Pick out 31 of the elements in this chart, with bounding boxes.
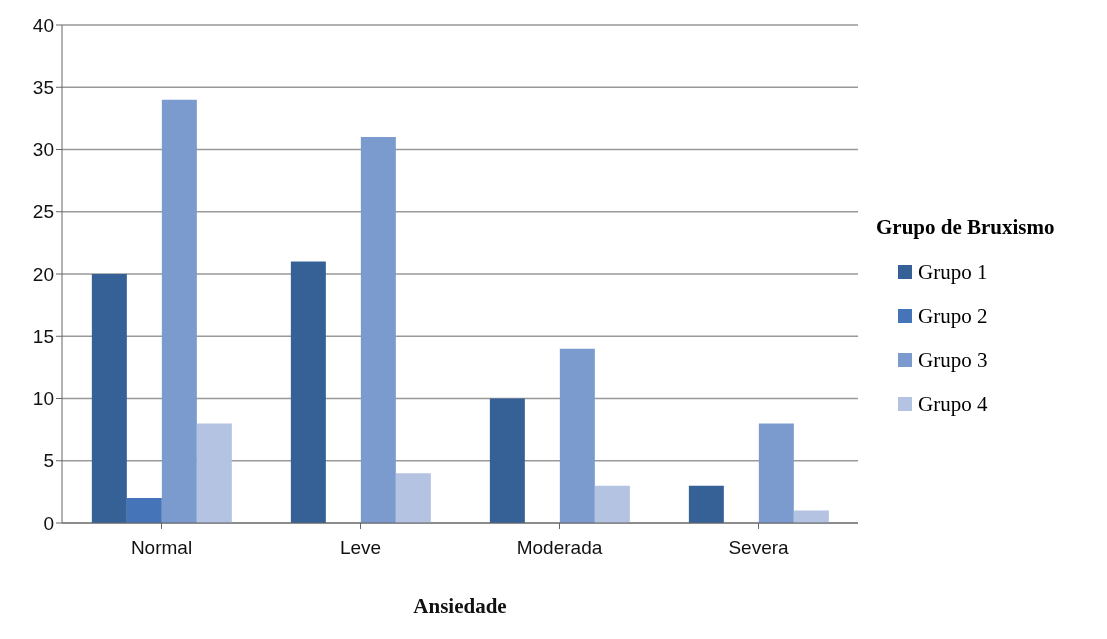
bar	[559, 348, 595, 523]
bar	[758, 423, 794, 523]
y-tick-label: 25	[32, 201, 54, 223]
legend-label: Grupo 4	[918, 391, 988, 417]
legend-label: Grupo 2	[918, 303, 988, 329]
y-tick-label: 10	[32, 388, 54, 410]
y-tick-label: 30	[32, 139, 54, 161]
legend-title: Grupo de Bruxismo	[876, 215, 1056, 240]
y-tick-label: 40	[32, 14, 54, 36]
bar	[688, 485, 724, 523]
x-tick-label: Severa	[728, 537, 790, 559]
y-tick-label: 35	[32, 77, 54, 98]
y-tick-label: 20	[32, 263, 54, 285]
bar	[126, 498, 162, 523]
bar	[161, 99, 197, 523]
bar	[489, 398, 525, 523]
legend-label: Grupo 3	[918, 347, 988, 373]
bar	[395, 473, 431, 523]
y-tick-label: 5	[43, 450, 54, 472]
x-axis-title: Ansiedade	[413, 594, 507, 618]
y-tick-label: 0	[43, 512, 54, 534]
x-tick-label: Leve	[339, 537, 382, 559]
bar	[91, 274, 127, 523]
x-tick-label: Moderada	[516, 537, 603, 559]
bar	[196, 423, 232, 523]
y-tick-label: 15	[32, 325, 54, 347]
bar	[360, 137, 396, 523]
bar	[594, 485, 630, 523]
x-tick-label: Normal	[130, 537, 193, 559]
bar	[290, 261, 326, 523]
legend-label: Grupo 1	[918, 259, 988, 285]
